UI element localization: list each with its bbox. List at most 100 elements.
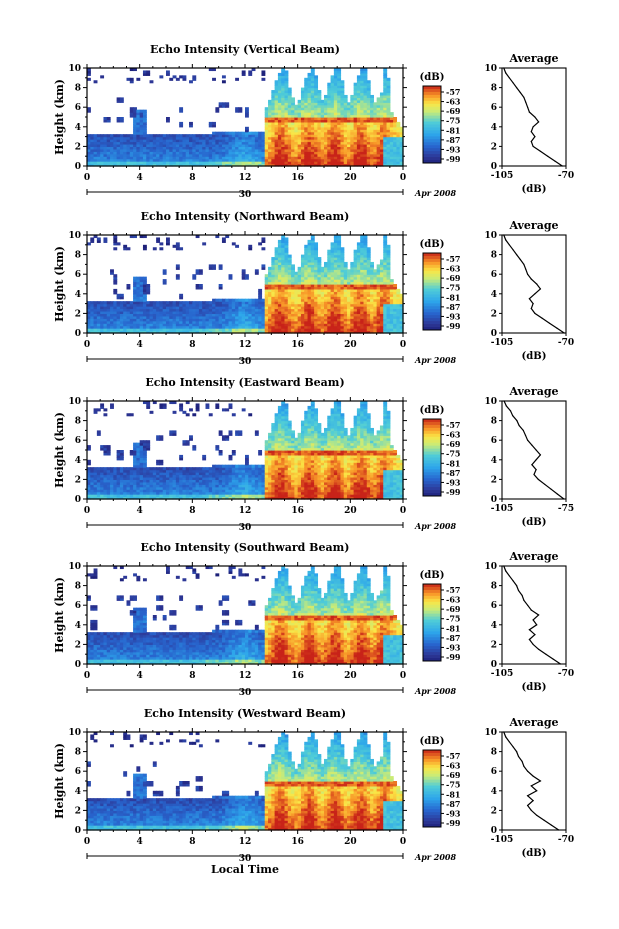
heatmap-cell — [281, 139, 286, 143]
heatmap-cell — [189, 134, 193, 138]
heatmap-cell — [327, 102, 332, 106]
heatmap-cell — [320, 163, 325, 167]
heatmap-cell — [248, 323, 253, 327]
heatmap-cell — [182, 148, 187, 152]
heatmap-cell — [284, 158, 289, 162]
heatmap-cell — [146, 70, 151, 74]
heatmap-cell — [93, 301, 98, 305]
heatmap-cell — [87, 107, 91, 111]
heatmap-cell — [307, 141, 312, 145]
heatmap-cell — [251, 298, 256, 302]
heatmap-cell — [175, 242, 180, 246]
heatmap-cell — [291, 129, 295, 133]
heatmap-cell — [202, 139, 207, 143]
heatmap-cell — [314, 117, 319, 121]
heatmap-cell — [179, 303, 184, 307]
heatmap-cell — [310, 117, 315, 121]
heatmap-cell — [271, 107, 276, 111]
heatmap-cell — [310, 129, 315, 133]
heatmap-cell — [373, 104, 378, 108]
heatmap-cell — [310, 156, 315, 160]
heatmap-cell — [215, 153, 220, 157]
heatmap-cell — [225, 141, 230, 145]
heatmap-cell — [314, 129, 319, 133]
heatmap-cell — [383, 124, 388, 128]
heatmap-cell — [330, 94, 335, 98]
colorbar-band — [423, 267, 441, 272]
heatmap-cell — [126, 136, 131, 140]
heatmap-cell — [277, 310, 282, 314]
heatmap-cell — [363, 68, 368, 72]
heatmap-cell — [274, 266, 279, 270]
heatmap-cell — [175, 143, 180, 147]
heatmap-cell — [370, 153, 374, 157]
heatmap-cell — [202, 328, 207, 332]
heatmap-cell — [277, 284, 282, 288]
heatmap-cell — [356, 109, 361, 113]
heatmap-cell — [87, 161, 91, 165]
heatmap-cell — [139, 284, 144, 288]
heatmap-cell — [353, 163, 358, 167]
heatmap-cell — [340, 161, 345, 165]
heatmap-cell — [304, 117, 309, 121]
heatmap-cell — [139, 114, 144, 118]
heatmap-cell — [251, 308, 256, 312]
heatmap-cell — [96, 134, 101, 138]
heatmap-cell — [172, 143, 177, 147]
heatmap-cell — [129, 330, 134, 334]
heatmap-cell — [264, 315, 269, 319]
heatmap-cell — [179, 313, 184, 317]
heatmap-cell — [146, 143, 151, 147]
heatmap-cell — [310, 104, 315, 108]
heatmap-cell — [133, 131, 137, 135]
heatmap-cell — [231, 318, 236, 322]
heatmap-cell — [212, 148, 216, 152]
heatmap-cell — [376, 126, 381, 130]
heatmap-cell — [185, 158, 190, 162]
heatmap-cell — [146, 146, 151, 150]
heatmap-cell — [189, 124, 193, 128]
heatmap-cell — [307, 90, 312, 94]
heatmap-cell — [113, 306, 118, 310]
heatmap-cell — [96, 301, 101, 305]
heatmap-cell — [314, 77, 319, 81]
heatmap-cell — [202, 315, 207, 319]
heatmap-cell — [225, 163, 230, 167]
heatmap-cell — [317, 139, 322, 143]
heatmap-cell — [333, 124, 338, 128]
heatmap-cell — [281, 94, 286, 98]
x-tick-label: 0 — [84, 173, 90, 183]
heatmap-cell — [142, 109, 147, 113]
heatmap-cell — [235, 109, 240, 113]
heatmap-cell — [330, 114, 335, 118]
heatmap-cell — [261, 141, 266, 145]
heatmap-cell — [162, 143, 167, 147]
heatmap-cell — [261, 139, 266, 143]
heatmap-cell — [314, 119, 319, 123]
heatmap-cell — [274, 269, 279, 273]
heatmap-cell — [261, 328, 266, 332]
heatmap-cell — [376, 112, 381, 116]
heatmap-cell — [149, 141, 154, 145]
heatmap-cell — [116, 306, 121, 310]
heatmap-cell — [310, 97, 315, 101]
heatmap-cell — [284, 148, 289, 152]
heatmap-cell — [215, 163, 220, 167]
heatmap-cell — [258, 242, 263, 246]
heatmap-cell — [225, 104, 230, 108]
heatmap-cell — [373, 141, 378, 145]
heatmap-cell — [314, 102, 319, 106]
heatmap-cell — [310, 70, 315, 74]
heatmap-cell — [248, 163, 253, 167]
heatmap-cell — [116, 301, 121, 305]
heatmap-cell — [212, 158, 216, 162]
heatmap-cell — [93, 143, 98, 147]
heatmap-cell — [103, 303, 108, 307]
heatmap-cell — [383, 129, 388, 133]
heatmap-cell — [208, 325, 213, 329]
heatmap-cell — [241, 161, 246, 165]
heatmap-cell — [353, 139, 358, 143]
heatmap-cell — [330, 153, 335, 157]
heatmap-cell — [271, 121, 276, 125]
heatmap-cell — [347, 146, 351, 150]
